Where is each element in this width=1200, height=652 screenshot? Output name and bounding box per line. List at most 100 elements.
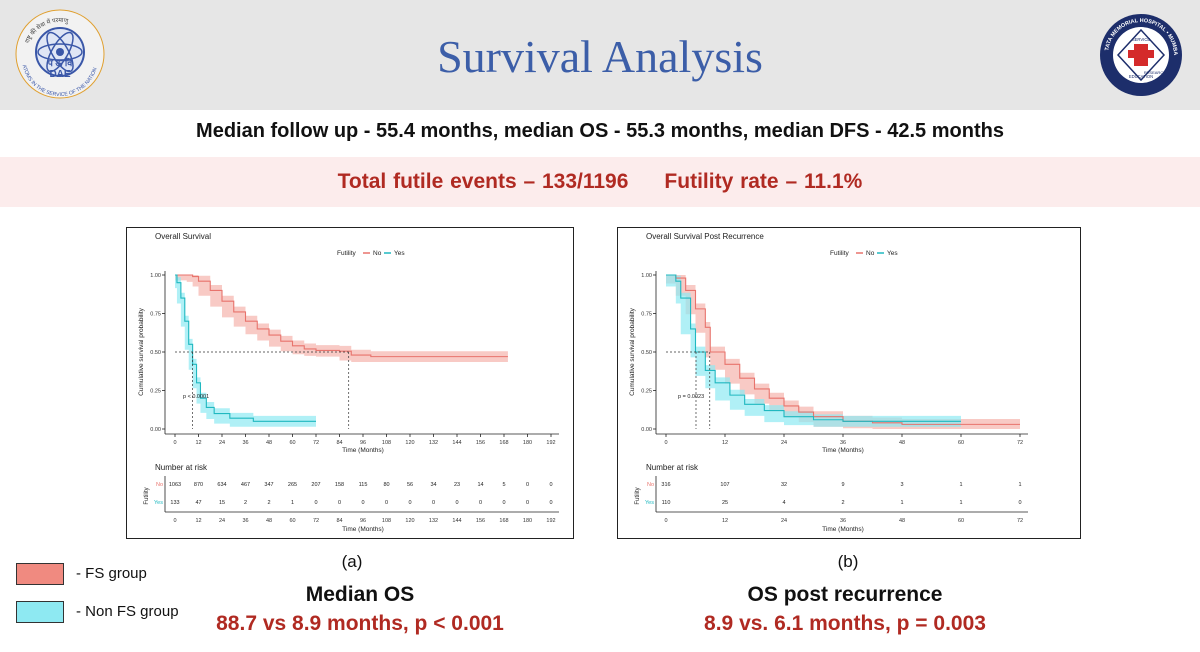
x-tick-label: 180 [523,440,532,446]
risk-row-name-no: No [156,482,163,488]
x-tick-label: 60 [958,440,964,446]
risk-count: 14 [477,482,483,488]
x-tick-label: 12 [722,440,728,446]
risk-count: 34 [430,482,436,488]
risk-x-tick-label: 132 [429,518,438,524]
risk-x-tick-label: 84 [336,518,342,524]
risk-table-title: Number at risk [155,463,208,472]
x-tick-label: 48 [899,440,905,446]
y-tick-label: 1.00 [641,273,652,279]
risk-count: 1 [1018,482,1021,488]
risk-count: 1063 [169,482,181,488]
futility-summary: Total futile events – 133/1196 Futility r… [0,170,1200,194]
risk-count: 158 [335,482,344,488]
chart-overall-survival: Overall Survival Futility No Yes 0.00 0.25 0.5… [138,232,559,533]
header-bar [0,0,1200,110]
x-tick-label: 84 [336,440,342,446]
dae-logo-mid-text: प ऊ वि [47,57,74,68]
risk-x-tick-label: 36 [242,518,248,524]
risk-x-tick-label: 60 [958,518,964,524]
risk-count: 0 [338,500,341,506]
caption-a: (a) [341,552,363,571]
risk-count: 207 [311,482,320,488]
y-axis-label: Cumulative survival probability [138,307,145,396]
x-tick-label: 96 [360,440,366,446]
x-axis-label: Time (Months) [822,447,864,454]
risk-x-tick-label: 0 [173,518,176,524]
x-tick-label: 72 [1017,440,1023,446]
risk-x-tick-label: 192 [546,518,555,524]
risk-count: 4 [782,500,785,506]
x-tick-label: 72 [313,440,319,446]
x-tick-label: 60 [289,440,295,446]
risk-x-tick-label: 60 [289,518,295,524]
risk-x-tick-label: 144 [452,518,461,524]
risk-table-row-label: Futility [635,487,641,504]
y-tick-label: 0.25 [150,389,161,395]
risk-table-row-label: Futility [144,487,150,504]
legend-no-label: No [373,250,382,257]
risk-count: 0 [385,500,388,506]
risk-count: 3 [900,482,903,488]
chart-title: Overall Survival [155,232,211,241]
risk-x-tick-label: 12 [722,518,728,524]
risk-count: 0 [408,500,411,506]
risk-x-axis-label: Time (Months) [822,526,864,533]
risk-count: 9 [841,482,844,488]
risk-x-axis-label: Time (Months) [342,526,384,533]
dae-logo: राष्ट्र की सेवा में परमाणु प ऊ वि DAE AT… [15,9,105,99]
risk-x-tick-label: 72 [1017,518,1023,524]
risk-count: 115 [359,482,368,488]
risk-count: 2 [244,500,247,506]
ci-band-no [175,275,508,363]
risk-x-tick-label: 12 [195,518,201,524]
risk-x-tick-label: 168 [499,518,508,524]
follow-up-summary: Median follow up - 55.4 months, median O… [196,120,1004,142]
chart-panel-overall-survival: Overall Survival Futility No Yes 0.00 0.25 0.5… [126,227,574,539]
legend-swatch-fs [16,563,64,585]
risk-count: 2 [841,500,844,506]
risk-count: 32 [781,482,787,488]
risk-count: 0 [1018,500,1021,506]
risk-x-tick-label: 108 [382,518,391,524]
risk-count: 0 [526,500,529,506]
risk-x-tick-label: 24 [219,518,225,524]
risk-count: 0 [432,500,435,506]
median-os-value: 88.7 vs 8.9 months, p < 0.001 [216,612,504,635]
x-tick-label: 24 [219,440,225,446]
page-title: Survival Analysis [437,31,763,82]
futility-rate-text: Futility rate – 11.1% [664,170,863,193]
risk-count: 0 [479,500,482,506]
x-tick-label: 36 [242,440,248,446]
km-curve-yes [666,274,961,422]
x-tick-label: 36 [840,440,846,446]
risk-count: 870 [194,482,203,488]
x-tick-label: 168 [499,440,508,446]
x-axis-label: Time (Months) [342,447,384,454]
risk-count: 47 [195,500,201,506]
risk-count: 0 [526,482,529,488]
risk-x-tick-label: 96 [360,518,366,524]
median-os-heading: Median OS [305,583,415,606]
x-tick-label: 24 [781,440,787,446]
chart-legend: Futility No Yes [337,250,405,257]
km-curve-no [175,274,508,358]
y-tick-label: 0.50 [150,350,161,356]
risk-x-tick-label: 0 [664,518,667,524]
chart-os-post-recurrence: Overall Survival Post Recurrence Futility… [629,232,1028,533]
risk-x-tick-label: 156 [476,518,485,524]
risk-x-tick-label: 48 [266,518,272,524]
y-tick-label: 0.75 [641,312,652,318]
futile-events-text: Total futile events – 133/1196 [337,170,629,193]
risk-count: 1 [291,500,294,506]
legend-label-non-fs: - Non FS group [76,603,179,620]
x-tick-label: 0 [173,440,176,446]
tmh-logo-inner-3: EDUCATION [1129,74,1153,79]
y-tick-label: 0.50 [641,350,652,356]
dae-logo-abbr: DAE [49,69,70,80]
x-tick-label: 192 [546,440,555,446]
x-tick-label: 156 [476,440,485,446]
risk-x-tick-label: 72 [313,518,319,524]
risk-count: 23 [454,482,460,488]
risk-count: 0 [361,500,364,506]
